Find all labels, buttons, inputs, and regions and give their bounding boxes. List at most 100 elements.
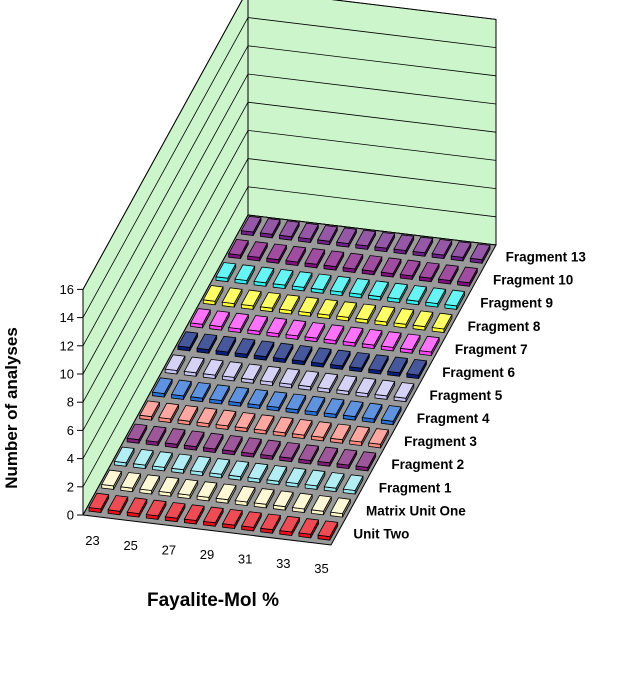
bar xyxy=(234,412,256,433)
bar xyxy=(177,405,199,426)
bar xyxy=(240,363,262,384)
bar xyxy=(266,465,288,486)
bar xyxy=(304,395,326,417)
series-label: Fragment 5 xyxy=(430,388,503,403)
bar xyxy=(126,423,148,444)
y-tick-label: 12 xyxy=(60,338,74,353)
bar xyxy=(126,497,148,518)
bar xyxy=(221,508,243,530)
bar xyxy=(266,243,288,264)
bar xyxy=(247,388,269,410)
bar xyxy=(399,259,421,280)
bar xyxy=(189,308,211,329)
bar xyxy=(285,467,307,488)
bar xyxy=(291,492,313,513)
bar xyxy=(177,478,199,500)
bar xyxy=(145,425,167,447)
series-label: Fragment 4 xyxy=(417,411,490,426)
x-tick-label: 29 xyxy=(200,547,214,562)
bar xyxy=(101,469,123,490)
back-wall xyxy=(247,0,497,246)
bar xyxy=(361,255,383,276)
bar xyxy=(285,393,307,414)
bar xyxy=(171,453,192,474)
bar xyxy=(120,472,142,493)
bar xyxy=(450,241,472,262)
bar xyxy=(310,495,332,516)
bar xyxy=(304,469,326,490)
gridline xyxy=(82,17,497,318)
bar xyxy=(221,287,243,308)
bar xyxy=(437,264,459,285)
bar xyxy=(342,252,364,273)
bar xyxy=(139,474,161,495)
series-label: Fragment 3 xyxy=(404,434,477,449)
bar xyxy=(272,490,294,511)
bar xyxy=(151,451,173,472)
bar xyxy=(259,218,281,239)
bar xyxy=(164,428,186,449)
bar xyxy=(304,322,326,343)
y-tick-label: 16 xyxy=(60,282,74,297)
chart-bars xyxy=(88,215,491,541)
bar xyxy=(298,370,320,391)
series-labels: Unit Two Matrix Unit One Fragment 1 Fragmen… xyxy=(353,250,586,542)
bar xyxy=(158,476,180,497)
bar xyxy=(247,462,269,483)
bar xyxy=(323,324,345,345)
series-label: Fragment 6 xyxy=(442,365,515,380)
y-axis-title: Number of analyses xyxy=(2,327,21,489)
series-label: Fragment 10 xyxy=(493,273,573,288)
bar xyxy=(317,520,339,541)
series-label: Fragment 1 xyxy=(379,480,452,495)
bar xyxy=(355,451,377,472)
bar xyxy=(323,250,345,271)
bar xyxy=(240,437,262,458)
bar xyxy=(348,352,370,373)
bar xyxy=(215,483,237,504)
gridline xyxy=(82,129,497,431)
bar xyxy=(342,474,364,495)
bar xyxy=(240,289,262,310)
bar xyxy=(253,266,275,287)
bar xyxy=(329,423,351,444)
bar xyxy=(425,287,447,308)
bar xyxy=(215,262,237,283)
bar xyxy=(228,312,250,333)
bar xyxy=(253,488,275,509)
bar xyxy=(202,285,224,306)
bar xyxy=(336,375,358,396)
bar xyxy=(241,511,262,532)
bar xyxy=(393,308,415,329)
bar xyxy=(368,428,390,449)
bar xyxy=(361,402,383,423)
bar xyxy=(177,331,199,352)
bar xyxy=(393,234,415,255)
bar xyxy=(285,319,307,340)
bar xyxy=(234,264,256,285)
bar xyxy=(336,301,358,322)
bar xyxy=(418,335,440,357)
bar xyxy=(380,331,402,352)
x-tick-label: 33 xyxy=(276,556,290,571)
bar xyxy=(278,220,300,241)
bar xyxy=(240,215,262,237)
bar xyxy=(209,310,230,331)
bar xyxy=(234,338,256,359)
bar xyxy=(266,317,288,338)
bar xyxy=(202,432,224,453)
y-tick-label: 4 xyxy=(67,451,74,466)
bar xyxy=(317,298,339,320)
series-label: Fragment 13 xyxy=(506,250,587,265)
bar xyxy=(132,448,154,470)
bar xyxy=(367,280,389,301)
bar xyxy=(393,382,415,403)
bar xyxy=(113,446,135,467)
gridline xyxy=(82,158,497,459)
bar xyxy=(145,499,167,520)
bar xyxy=(88,492,110,513)
bar xyxy=(247,241,269,262)
gridline xyxy=(82,45,497,346)
bar xyxy=(272,416,294,437)
